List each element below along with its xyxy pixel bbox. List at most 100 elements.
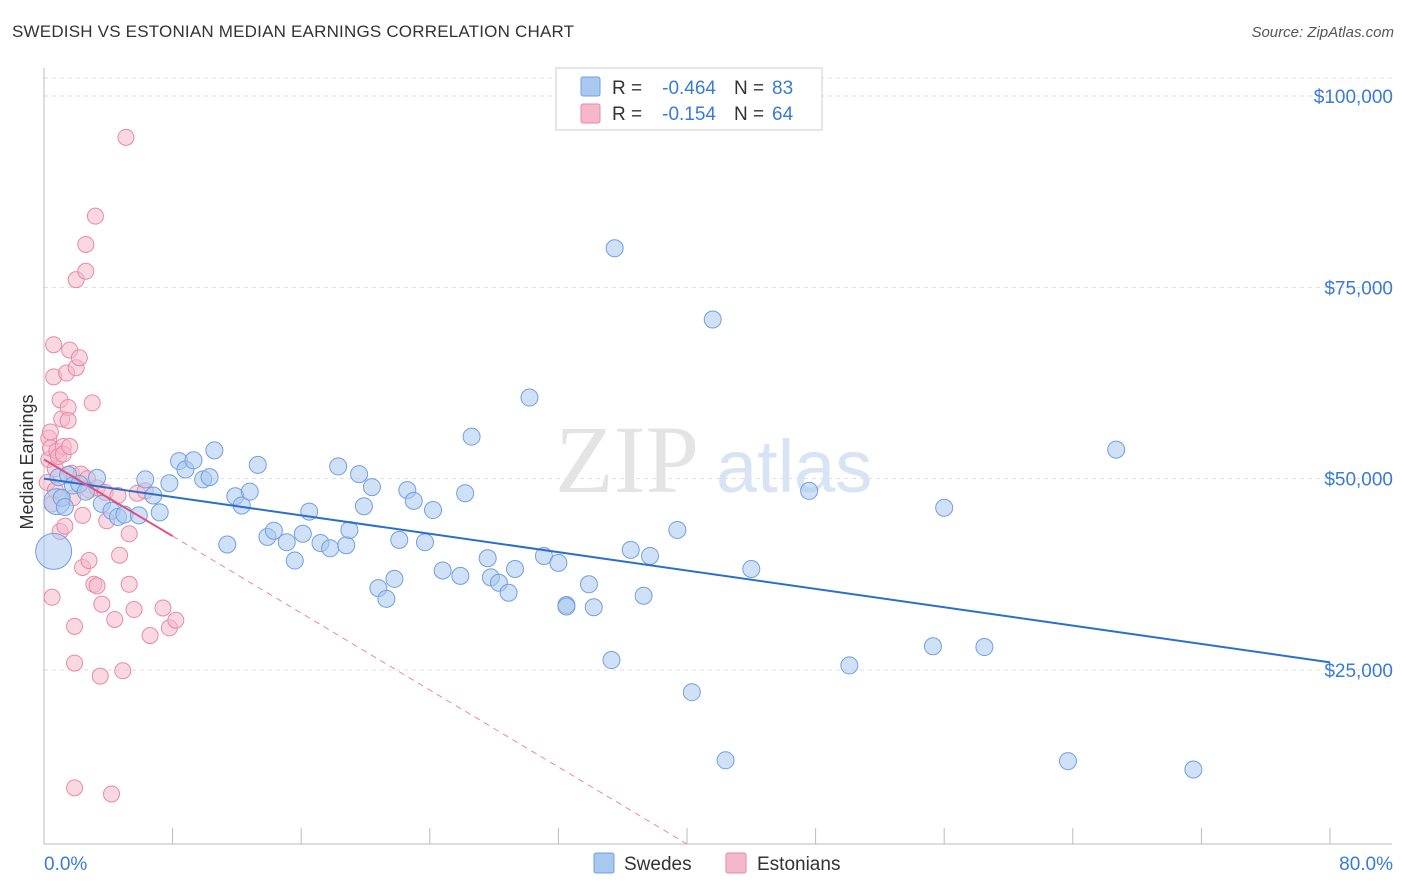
swedes-point — [935, 498, 954, 517]
swedes-point — [321, 539, 340, 558]
estonians-point — [83, 394, 101, 412]
swedes-point — [218, 535, 237, 554]
swedes-trend-line — [43, 477, 1331, 664]
estonians-point — [125, 601, 143, 619]
bottom-legend-swatch-swedes — [593, 852, 615, 874]
legend-r-label: R = — [612, 78, 642, 99]
x-axis-ticks — [43, 828, 1331, 844]
swedes-point — [385, 569, 404, 588]
estonians-point — [70, 349, 88, 367]
gridlines — [44, 77, 1392, 671]
swedes-point — [264, 521, 283, 540]
estonians-point — [61, 438, 79, 456]
swedes-point — [716, 751, 735, 770]
estonians-point — [77, 235, 95, 253]
swedes-point — [248, 455, 267, 474]
legend-swatch-swedes — [580, 76, 601, 97]
estonians-point — [59, 412, 77, 430]
swedes-point — [285, 551, 304, 570]
swedes-point — [277, 533, 296, 552]
swedes-point — [1107, 440, 1126, 459]
swedes-point — [557, 597, 576, 616]
swedes-point — [534, 546, 553, 565]
swedes-point — [520, 388, 539, 407]
watermark: ZIP atlas — [555, 406, 872, 513]
estonians-point — [114, 662, 132, 680]
legend-n-label: N = — [734, 78, 764, 99]
estonians-point — [66, 654, 84, 672]
swedes-point — [621, 540, 640, 559]
swedes-point — [329, 457, 348, 476]
y-tick-label: $100,000 — [1314, 87, 1393, 108]
swedes-point — [1184, 760, 1203, 779]
estonians-point — [45, 336, 63, 354]
swedes-point — [602, 651, 621, 670]
legend-r-value: -0.464 — [662, 78, 716, 99]
swedes-point — [462, 427, 481, 446]
watermark-atlas: atlas — [716, 425, 872, 508]
swedes-point — [55, 497, 74, 516]
estonians-point — [80, 552, 98, 570]
bottom-legend: Swedes Estonians — [593, 852, 840, 875]
swedes-point — [337, 536, 356, 555]
swedes-point — [605, 239, 624, 258]
swedes-point — [160, 474, 179, 493]
swedes-point — [800, 481, 819, 500]
swedes-point — [1058, 752, 1077, 771]
swedes-point — [923, 637, 942, 656]
y-tick-labels: $25,000 $50,000 $75,000 $100,000 — [1314, 87, 1393, 682]
legend-n-value: 64 — [772, 104, 794, 125]
swedes-point — [404, 491, 423, 510]
estonians-trend-line — [43, 458, 174, 537]
watermark-zip: ZIP — [555, 406, 699, 513]
swedes-point — [150, 503, 169, 522]
swedes-point — [975, 638, 994, 657]
estonians-point — [77, 262, 95, 280]
bottom-legend-estonians: Estonians — [757, 854, 840, 875]
swedes-point — [478, 549, 497, 568]
estonians-point — [141, 627, 159, 645]
estonians-point — [120, 575, 138, 593]
estonians-point — [56, 517, 74, 535]
swedes-point — [433, 561, 452, 580]
swedes-point — [451, 566, 470, 585]
estonians-point — [66, 779, 84, 797]
swedes-point — [682, 683, 701, 702]
estonians-trend-extension — [172, 535, 688, 845]
swedes-point — [505, 559, 524, 578]
estonians-point — [167, 611, 185, 629]
estonians-point — [43, 588, 61, 606]
swedes-point — [641, 546, 660, 565]
swedes-point — [136, 470, 155, 489]
y-axis-title: Median Earnings — [17, 394, 37, 529]
estonians-point — [86, 207, 104, 225]
swedes-point — [634, 586, 653, 605]
estonians-point — [93, 595, 111, 613]
swedes-point — [415, 533, 434, 552]
x-tick-label-min: 0.0% — [44, 854, 87, 875]
swedes-point — [549, 553, 568, 572]
estonians-point — [88, 577, 106, 595]
swedes-point — [35, 532, 73, 570]
swedes-point — [703, 310, 722, 329]
estonians-point — [120, 525, 138, 543]
swedes-point — [742, 559, 761, 578]
swedes-point — [200, 468, 219, 487]
legend-r-value: -0.154 — [662, 104, 716, 125]
swedes-point — [350, 465, 369, 484]
swedes-point — [205, 441, 224, 460]
estonians-point — [154, 599, 172, 617]
legend-n-value: 83 — [772, 78, 793, 99]
swedes-point — [390, 530, 409, 549]
swedes-point — [184, 451, 203, 470]
estonians-point — [91, 667, 109, 685]
bottom-legend-swatch-estonians — [725, 852, 747, 874]
estonians-point — [111, 546, 129, 564]
estonians-point — [106, 610, 124, 628]
legend-n-label: N = — [734, 104, 764, 125]
y-tick-label: $75,000 — [1324, 278, 1393, 299]
estonians-point — [41, 423, 59, 441]
swedes-point — [499, 583, 518, 602]
swedes-point — [424, 501, 443, 520]
y-tick-label: $25,000 — [1324, 661, 1393, 682]
